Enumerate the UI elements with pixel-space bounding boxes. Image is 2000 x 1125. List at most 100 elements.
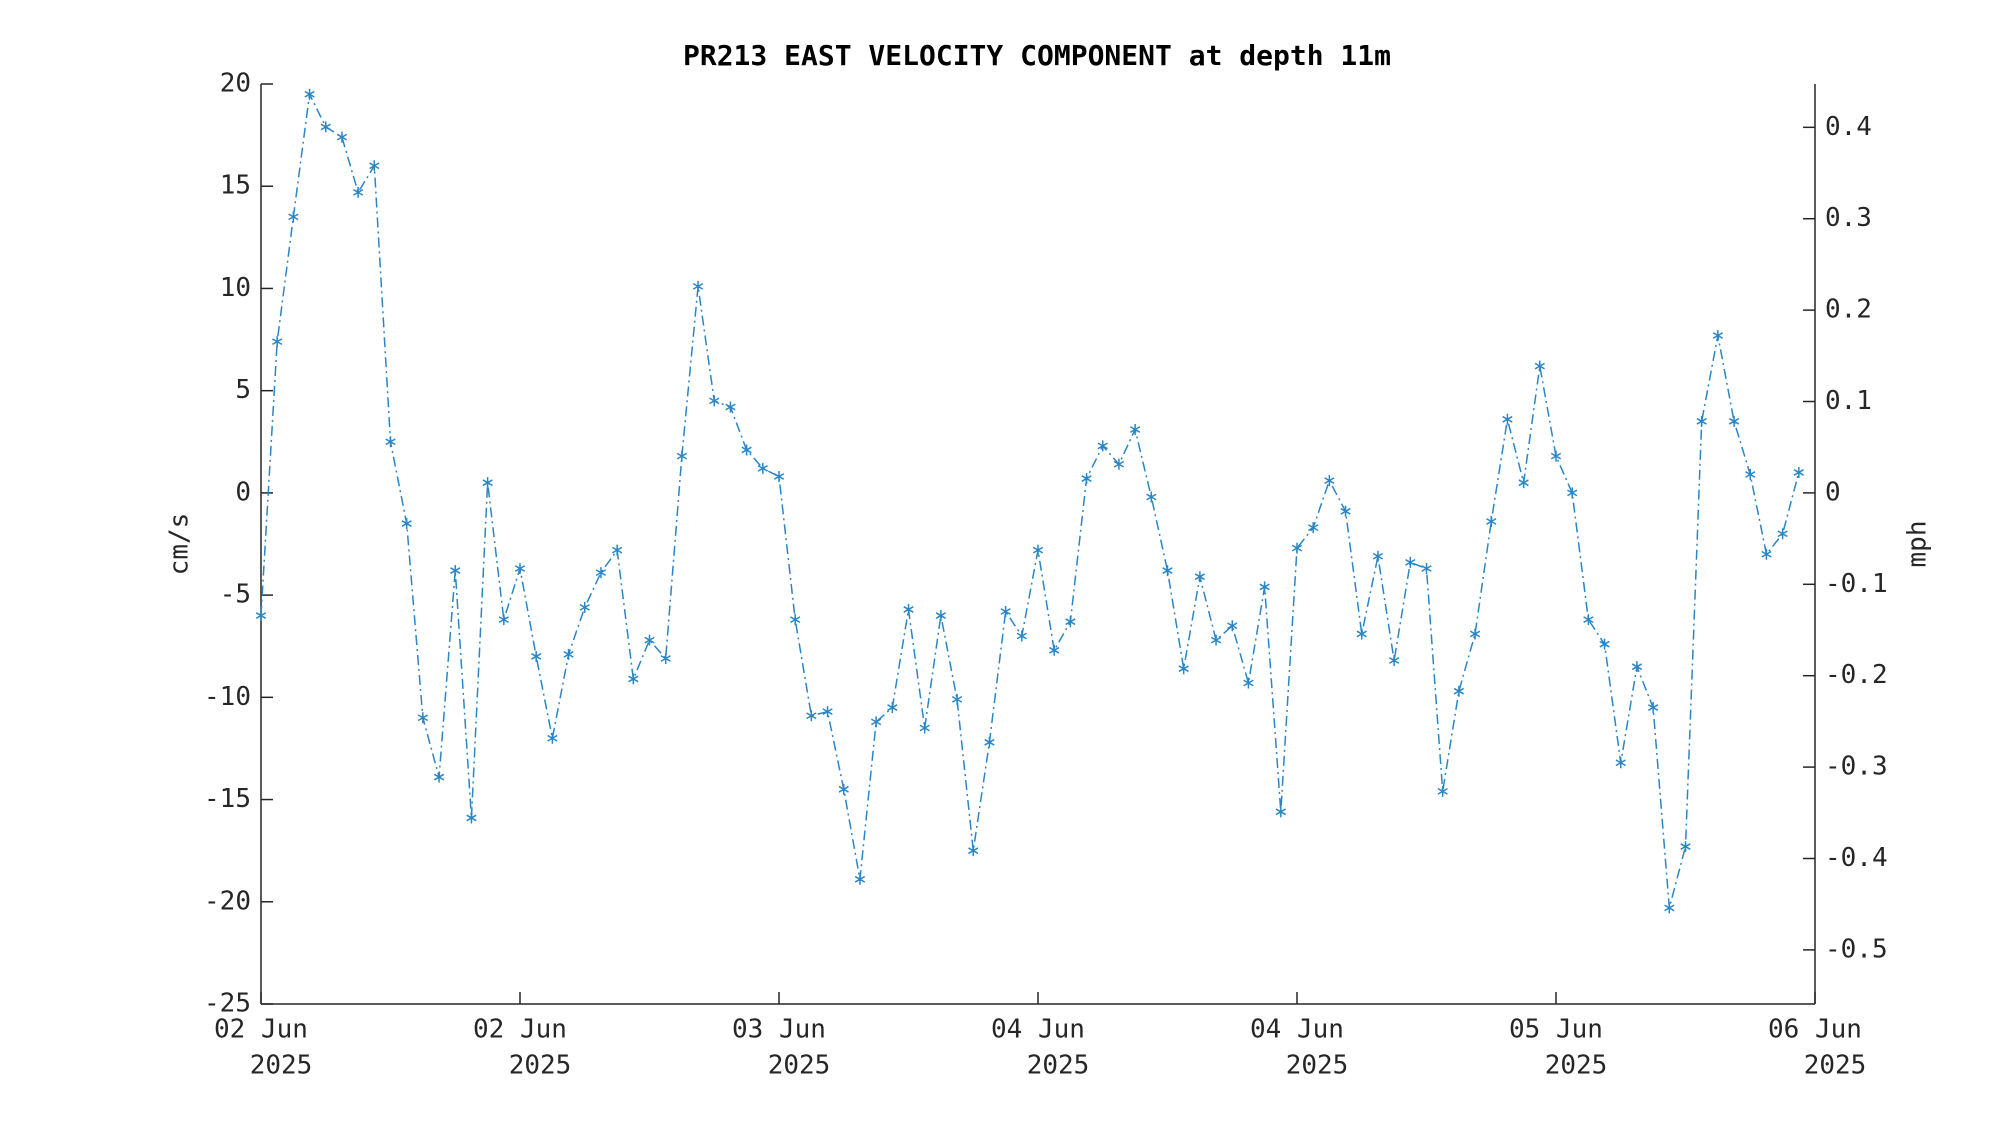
marker xyxy=(1647,702,1659,714)
marker xyxy=(1421,563,1432,575)
marker xyxy=(1146,491,1157,503)
y-tick-label: -5 xyxy=(220,580,251,610)
y-tick-label: 10 xyxy=(220,273,251,303)
marker xyxy=(1113,458,1125,470)
marker xyxy=(660,652,671,664)
chart-title: PR213 EAST VELOCITY COMPONENT at depth 1… xyxy=(683,39,1391,72)
marker xyxy=(887,702,898,714)
y-axis-label: cm/s xyxy=(165,513,195,576)
marker xyxy=(514,563,526,575)
marker xyxy=(385,436,396,448)
x-tick-label: 04 Jun xyxy=(991,1015,1085,1045)
marker xyxy=(417,712,429,724)
y2-axis-label: mph xyxy=(1903,521,1933,568)
marker xyxy=(1453,685,1465,697)
y2-tick-label: 0.4 xyxy=(1825,112,1872,142)
marker xyxy=(1081,473,1092,485)
marker xyxy=(1550,450,1562,462)
marker xyxy=(498,614,509,626)
marker xyxy=(725,401,736,413)
marker xyxy=(352,186,364,198)
x-tick-label: 2025 xyxy=(1286,1051,1349,1081)
marker xyxy=(1097,440,1108,452)
marker xyxy=(1178,663,1189,675)
y2-tick-label: 0.3 xyxy=(1825,203,1872,233)
y-tick-label: -10 xyxy=(204,682,251,712)
marker xyxy=(1210,634,1222,646)
marker xyxy=(903,603,914,615)
y-tick-label: 15 xyxy=(220,171,251,201)
marker xyxy=(773,471,785,483)
marker xyxy=(919,722,930,734)
marker xyxy=(822,706,833,718)
marker xyxy=(838,783,849,795)
x-tick-label: 2025 xyxy=(1804,1051,1867,1081)
marker xyxy=(757,462,768,474)
x-tick-label: 2025 xyxy=(1545,1051,1608,1081)
marker xyxy=(1567,487,1578,499)
y-tick-label: -15 xyxy=(204,784,251,814)
marker xyxy=(1243,677,1254,689)
marker xyxy=(1000,605,1011,617)
marker xyxy=(692,280,704,292)
y-tick-label: -25 xyxy=(204,989,251,1019)
marker xyxy=(984,736,995,748)
marker xyxy=(1793,466,1804,478)
marker xyxy=(1016,630,1027,642)
x-tick-label: 2025 xyxy=(509,1051,572,1081)
marker xyxy=(482,477,493,489)
x-tick-label: 2025 xyxy=(1027,1051,1090,1081)
marker xyxy=(1437,785,1448,797)
x-tick-label: 2025 xyxy=(768,1051,831,1081)
y-tick-label: 20 xyxy=(220,69,251,99)
marker xyxy=(547,732,558,744)
marker xyxy=(1275,806,1286,818)
marker xyxy=(935,610,947,622)
y2-tick-label: 0.1 xyxy=(1825,386,1872,416)
marker xyxy=(676,450,688,462)
marker xyxy=(288,211,299,223)
marker xyxy=(1049,644,1060,656)
y2-tick-label: -0.3 xyxy=(1825,752,1888,782)
marker xyxy=(336,131,348,143)
marker xyxy=(1745,468,1756,480)
marker xyxy=(1615,757,1626,769)
marker xyxy=(450,565,461,577)
marker xyxy=(1356,628,1367,640)
marker xyxy=(1680,841,1691,853)
marker xyxy=(1599,638,1610,650)
marker xyxy=(1761,548,1772,560)
marker xyxy=(433,771,445,783)
y2-tick-label: -0.4 xyxy=(1825,843,1888,873)
marker xyxy=(320,121,331,133)
y2-tick-label: -0.2 xyxy=(1825,660,1888,690)
marker xyxy=(1340,505,1351,517)
marker xyxy=(401,518,412,530)
marker xyxy=(531,650,542,662)
marker xyxy=(709,395,720,407)
marker xyxy=(806,710,817,722)
y-tick-label: 5 xyxy=(235,375,251,405)
marker xyxy=(255,610,267,622)
marker xyxy=(1712,329,1724,341)
marker xyxy=(1631,661,1643,673)
x-tick-label: 04 Jun xyxy=(1250,1015,1344,1045)
x-tick-label: 06 Jun xyxy=(1768,1015,1862,1045)
marker xyxy=(595,567,607,579)
marker xyxy=(1129,424,1141,436)
marker xyxy=(369,160,380,172)
marker xyxy=(1065,616,1076,628)
marker xyxy=(1308,522,1319,534)
x-tick-label: 02 Jun xyxy=(473,1015,567,1045)
marker xyxy=(951,693,963,705)
y-tick-label: -20 xyxy=(204,886,251,916)
marker xyxy=(968,845,979,857)
marker xyxy=(1372,550,1384,562)
x-tick-label: 03 Jun xyxy=(732,1015,826,1045)
marker xyxy=(1664,902,1675,914)
marker xyxy=(1583,614,1594,626)
y-tick-label: 0 xyxy=(235,477,251,507)
x-tick-label: 2025 xyxy=(250,1051,313,1081)
marker xyxy=(1777,528,1788,540)
